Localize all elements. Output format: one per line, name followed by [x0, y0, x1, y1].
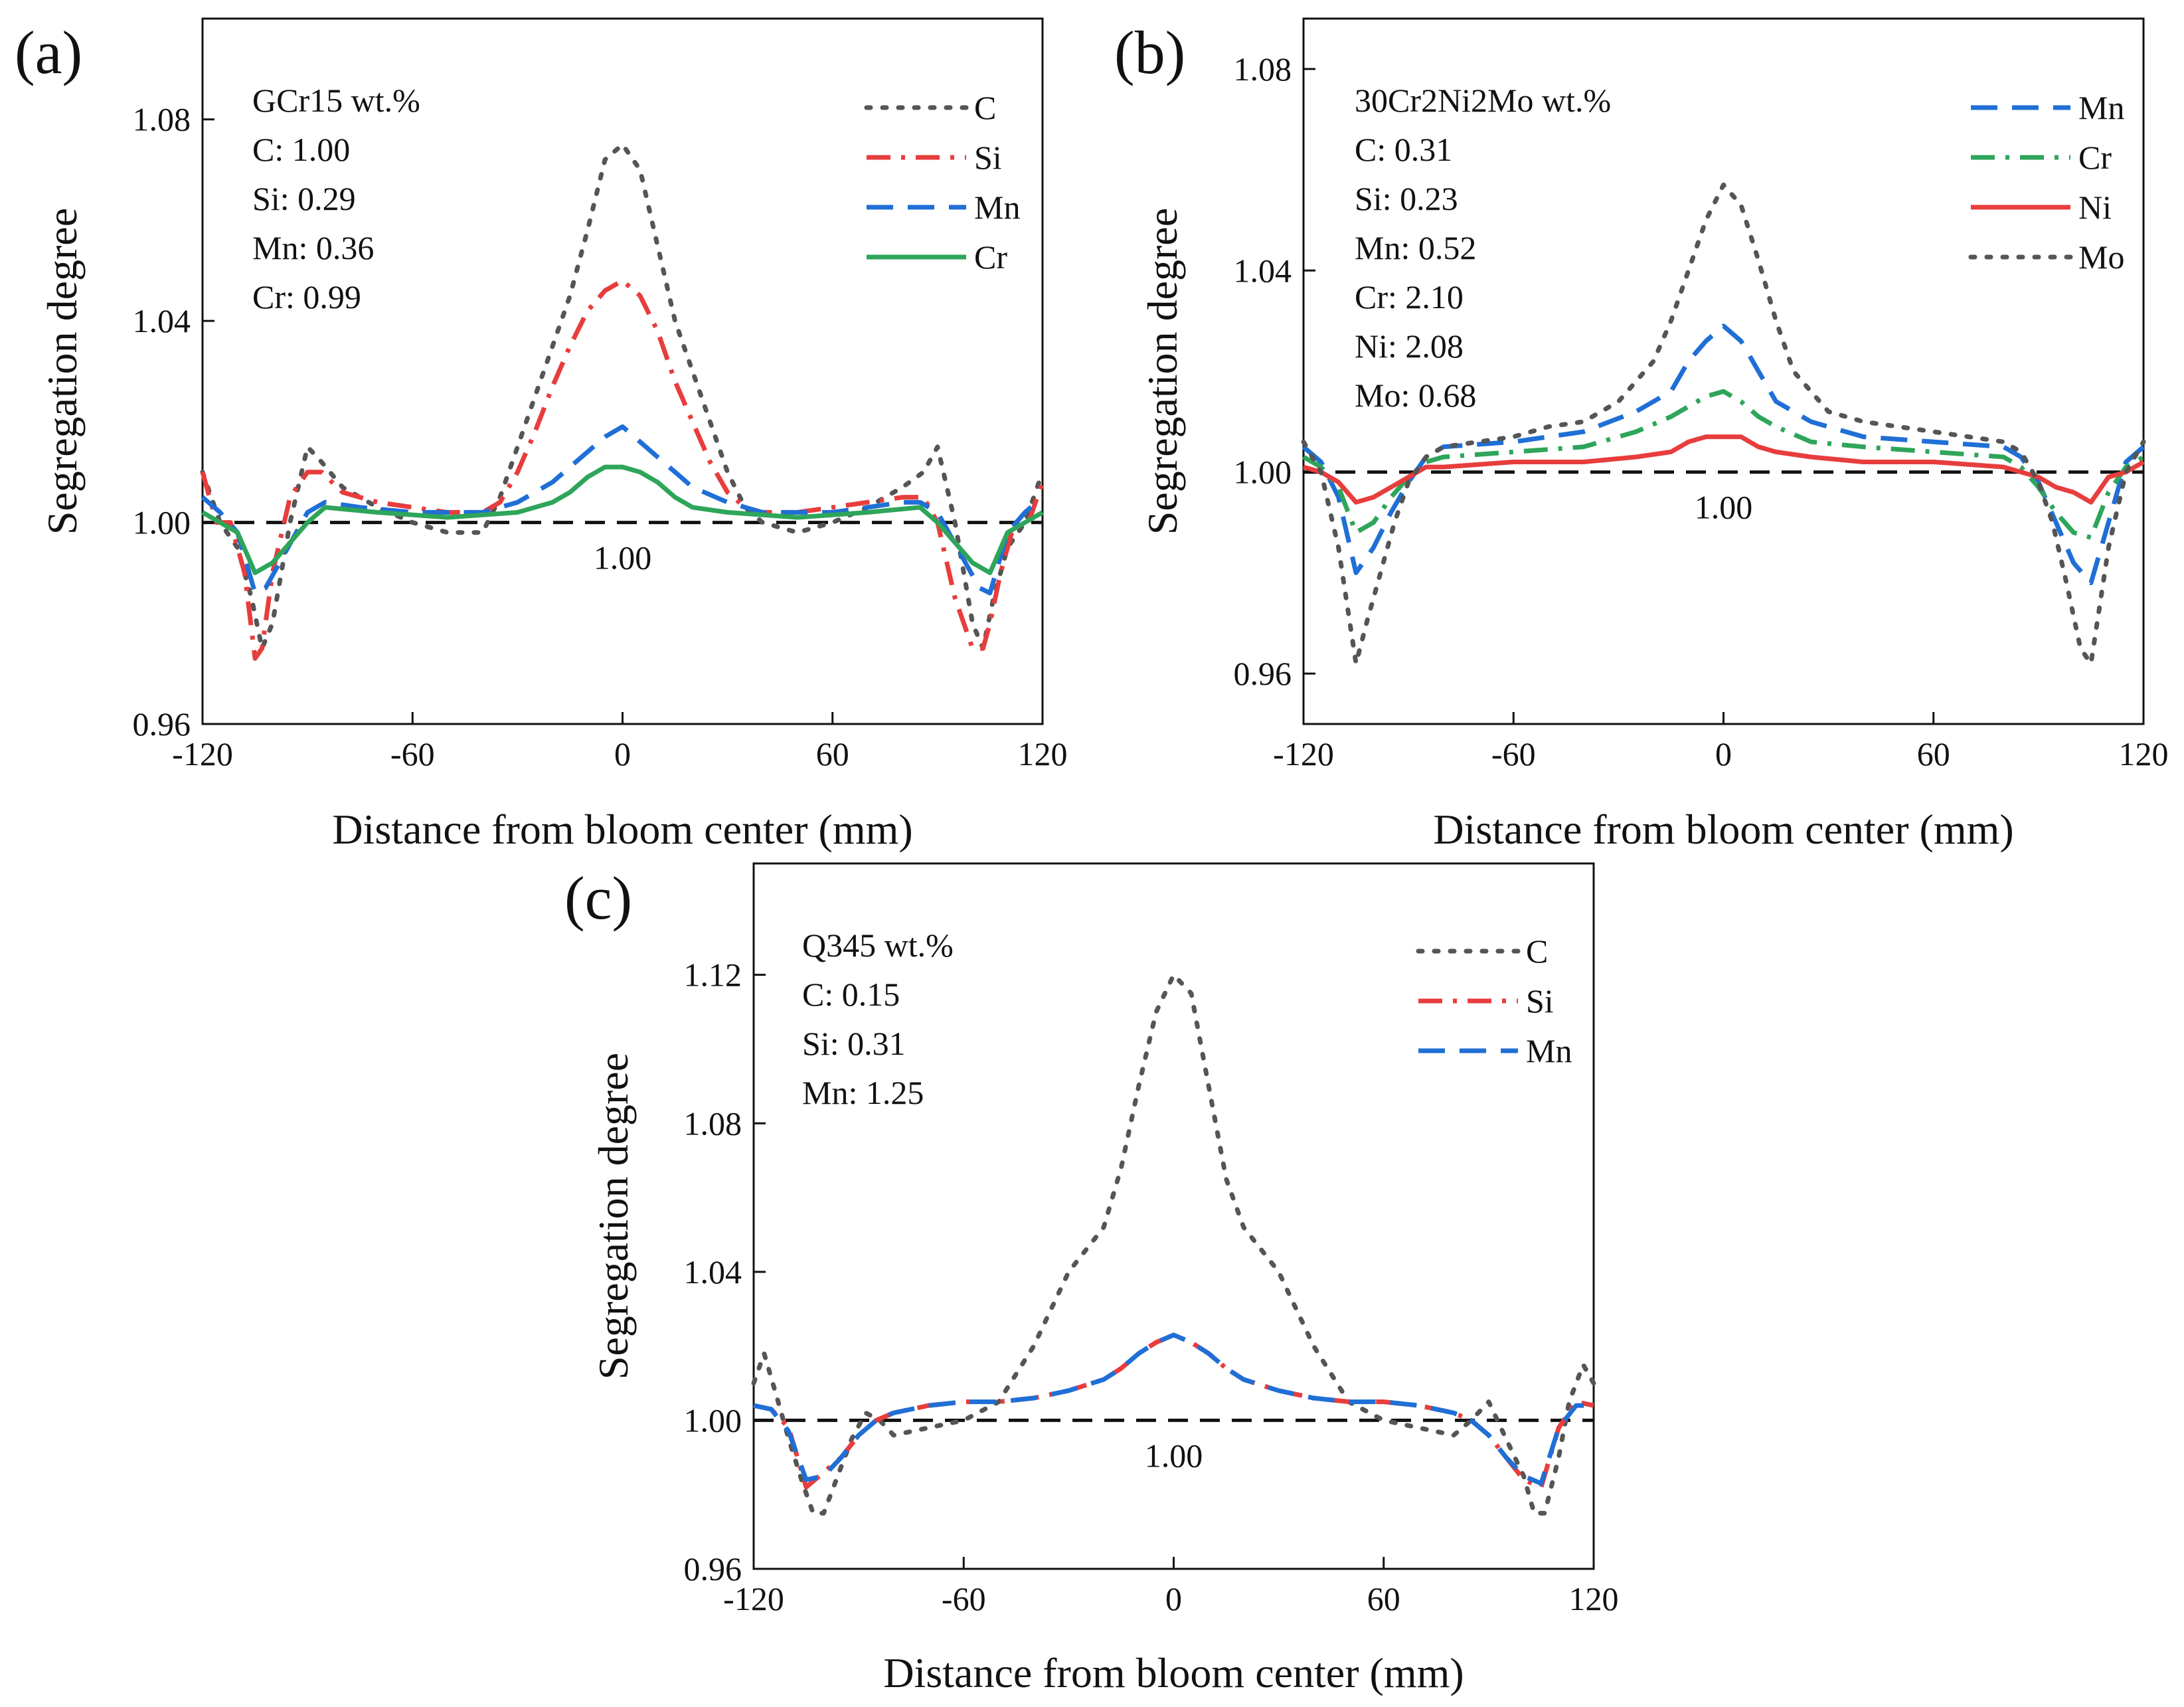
composition-line: Si: 0.23: [1355, 180, 1458, 217]
composition-line: Cr: 0.99: [252, 278, 361, 315]
composition-line: Mo: 0.68: [1355, 377, 1476, 414]
plot-frame: [201, 17, 1044, 725]
y-tick-label: 1.12: [684, 956, 742, 994]
composition-line: Mn: 0.36: [252, 229, 374, 266]
y-tick-label: 0.96: [684, 1550, 742, 1587]
legend-label-mn: Mn: [1526, 1032, 1572, 1069]
x-axis-title: Distance from bloom center (mm): [1433, 806, 2013, 853]
series-line-cr: [1302, 389, 2145, 540]
y-axis-title: Segregation degree: [590, 1053, 637, 1380]
y-axis-title: Segregation degree: [1139, 208, 1186, 535]
y-tick-label: 0.96: [133, 705, 191, 743]
y-tick-label: 1.04: [684, 1253, 742, 1291]
x-tick-label: 120: [1018, 735, 1068, 772]
x-tick-label: 120: [1569, 1580, 1619, 1617]
y-tick-label: 1.00: [133, 504, 191, 541]
x-tick-label: -60: [942, 1580, 986, 1617]
y-axis-title: Segregation degree: [39, 208, 86, 535]
legend-label-cr: Cr: [974, 238, 1007, 276]
reference-label: 1.00: [1695, 489, 1753, 526]
series-line-mn: [753, 1332, 1594, 1486]
y-tick-label: 1.08: [133, 101, 191, 138]
legend-label-c: C: [974, 89, 996, 126]
composition-title: 30Cr2Ni2Mo wt.%: [1355, 82, 1611, 119]
chart-a: -120 -60 0 60 120 0.96 1.00 1.04 1.08 Distance fr…: [39, 17, 1068, 853]
x-axis-title: Distance from bloom center (mm): [883, 1649, 1464, 1696]
panel-b-label: (b): [1114, 19, 1185, 86]
x-axis-title: Distance from bloom center (mm): [332, 806, 912, 853]
y-tick-label: 1.08: [1234, 50, 1292, 88]
legend-label-ni: Ni: [2078, 189, 2112, 226]
x-tick-label: -120: [723, 1580, 784, 1617]
composition-title: GCr15 wt.%: [252, 82, 420, 119]
composition-line: C: 0.31: [1355, 131, 1452, 168]
legend-label-mo: Mo: [2078, 238, 2124, 276]
composition-line: Ni: 2.08: [1355, 327, 1464, 365]
composition-line: Si: 0.29: [252, 180, 356, 217]
legend-label-c: C: [1526, 933, 1548, 970]
y-tick-label: 0.96: [1234, 655, 1292, 692]
y-tick-label: 1.04: [1234, 252, 1292, 289]
legend-label-cr: Cr: [2078, 139, 2112, 176]
y-tick-label: 1.08: [684, 1105, 742, 1142]
panel-c: (c) -120 -60 0 60 120 0.96 1.00 1.04 1.08 1.12 Dis…: [564, 862, 1619, 1696]
legend-label-mn: Mn: [2078, 89, 2124, 126]
reference-label: 1.00: [1145, 1437, 1203, 1474]
panel-a: (a) -120 -60 0 60 120 0.96 1.00 1.04 1.08 Distanc…: [15, 17, 1068, 853]
x-tick-label: 0: [1715, 735, 1732, 772]
panel-a-label: (a): [15, 19, 82, 86]
x-tick-label: -120: [172, 735, 233, 772]
x-tick-label: -60: [1491, 735, 1536, 772]
series-line-c: [200, 142, 1045, 651]
x-tick-label: 60: [1917, 735, 1950, 772]
x-tick-label: -60: [390, 735, 435, 772]
x-tick-label: 120: [2119, 735, 2169, 772]
legend-label-si: Si: [1526, 982, 1554, 1020]
chart-c: -120 -60 0 60 120 0.96 1.00 1.04 1.08 1.12 Distanc…: [590, 862, 1619, 1696]
x-tick-label: 60: [816, 735, 849, 772]
legend-label-mn: Mn: [974, 189, 1020, 226]
plot-frame: [1302, 17, 2145, 725]
series-line-cr: [201, 464, 1044, 575]
reference-label: 1.00: [594, 539, 652, 577]
series-line-c: [751, 972, 1596, 1516]
series-line-mo: [1301, 182, 2146, 666]
composition-line: C: 0.15: [802, 976, 900, 1013]
chart-b: -120 -60 0 60 120 0.96 1.00 1.04 1.08 Distance fr…: [1139, 17, 2169, 853]
y-tick-label: 1.04: [133, 302, 191, 339]
series-line-mn: [1302, 323, 2145, 586]
composition-title: Q345 wt.%: [802, 927, 954, 964]
y-tick-label: 1.00: [684, 1401, 742, 1439]
composition-line: Cr: 2.10: [1355, 278, 1464, 315]
x-tick-label: -120: [1273, 735, 1334, 772]
series-line-si: [200, 278, 1045, 661]
panel-b: (b) -120 -60 0 60 120 0.96 1.00 1.04 1.08 Distanc…: [1114, 17, 2169, 853]
panel-c-label: (c): [564, 864, 632, 932]
x-tick-label: 0: [614, 735, 631, 772]
composition-line: Si: 0.31: [802, 1025, 906, 1062]
composition-line: Mn: 1.25: [802, 1074, 924, 1111]
composition-line: C: 1.00: [252, 131, 350, 168]
x-tick-label: 0: [1165, 1580, 1182, 1617]
composition-line: Mn: 0.52: [1355, 229, 1476, 266]
legend-label-si: Si: [974, 139, 1002, 176]
series-line-ni: [1303, 434, 2145, 505]
y-tick-label: 1.00: [1234, 454, 1292, 491]
x-tick-label: 60: [1367, 1580, 1400, 1617]
